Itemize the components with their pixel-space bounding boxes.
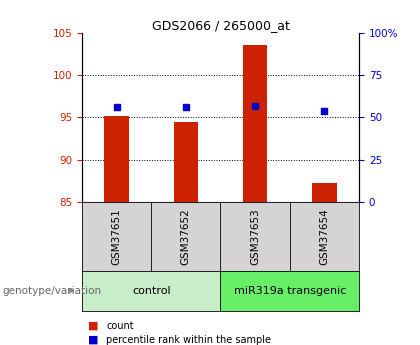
Text: ■: ■ (88, 335, 99, 345)
Bar (105, 116, 129, 202)
Text: genotype/variation: genotype/variation (2, 286, 101, 296)
Title: GDS2066 / 265000_at: GDS2066 / 265000_at (152, 19, 289, 32)
Text: GSM37652: GSM37652 (181, 208, 191, 265)
Text: ■: ■ (88, 321, 99, 331)
Text: count: count (106, 321, 134, 331)
Text: miR319a transgenic: miR319a transgenic (234, 286, 346, 296)
Bar (174, 121, 198, 202)
Text: percentile rank within the sample: percentile rank within the sample (106, 335, 271, 345)
Text: GSM37654: GSM37654 (320, 208, 329, 265)
Text: control: control (132, 286, 171, 296)
Bar (243, 46, 267, 202)
Text: GSM37651: GSM37651 (112, 208, 121, 265)
Bar (312, 183, 336, 202)
Text: GSM37653: GSM37653 (250, 208, 260, 265)
